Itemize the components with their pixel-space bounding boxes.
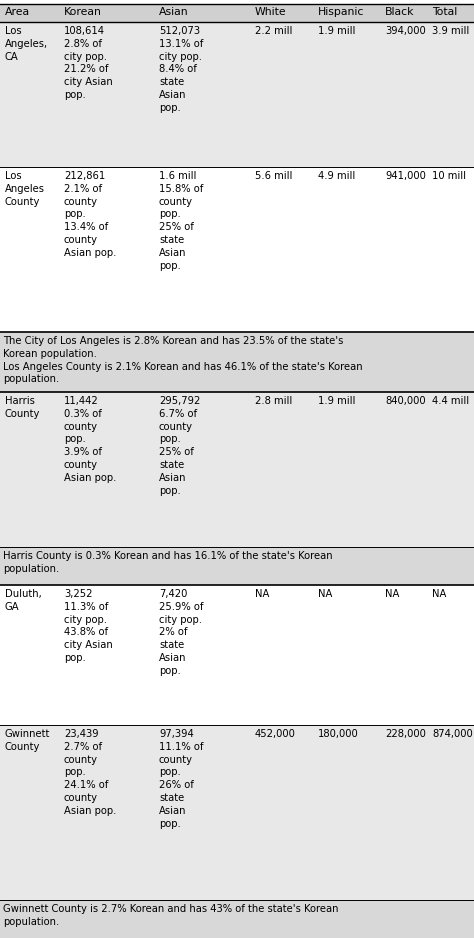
Text: 4.4 mill: 4.4 mill — [432, 396, 469, 406]
Text: Los
Angeles
County: Los Angeles County — [5, 171, 45, 207]
Bar — [0, 4, 474, 22]
Bar — [0, 392, 474, 547]
Text: Harris County is 0.3% Korean and has 16.1% of the state's Korean
population.: Harris County is 0.3% Korean and has 16.… — [3, 551, 333, 574]
Text: 228,000: 228,000 — [385, 729, 426, 739]
Text: 10 mill: 10 mill — [432, 171, 466, 181]
Bar — [0, 22, 474, 167]
Bar — [0, 725, 474, 900]
Text: 452,000: 452,000 — [255, 729, 296, 739]
Text: 1.9 mill: 1.9 mill — [318, 396, 356, 406]
Text: 3,252
11.3% of
city pop.
43.8% of
city Asian
pop.: 3,252 11.3% of city pop. 43.8% of city A… — [64, 589, 113, 663]
Text: 180,000: 180,000 — [318, 729, 359, 739]
Text: NA: NA — [255, 589, 269, 599]
Text: 394,000: 394,000 — [385, 26, 426, 36]
Text: 295,792
6.7% of
county
pop.
25% of
state
Asian
pop.: 295,792 6.7% of county pop. 25% of state… — [159, 396, 201, 496]
Text: 840,000: 840,000 — [385, 396, 426, 406]
Bar — [0, 585, 474, 725]
Text: 512,073
13.1% of
city pop.
8.4% of
state
Asian
pop.: 512,073 13.1% of city pop. 8.4% of state… — [159, 26, 203, 113]
Text: Duluth,
GA: Duluth, GA — [5, 589, 42, 612]
Text: 5.6 mill: 5.6 mill — [255, 171, 292, 181]
Text: Harris
County: Harris County — [5, 396, 40, 419]
Text: Black: Black — [385, 7, 414, 17]
Bar — [0, 167, 474, 332]
Text: White: White — [255, 7, 287, 17]
Text: Asian: Asian — [159, 7, 189, 17]
Bar — [0, 332, 474, 392]
Bar — [0, 547, 474, 585]
Text: Gwinnett
County: Gwinnett County — [5, 729, 50, 752]
Text: 7,420
25.9% of
city pop.
2% of
state
Asian
pop.: 7,420 25.9% of city pop. 2% of state Asi… — [159, 589, 203, 676]
Text: 1.9 mill: 1.9 mill — [318, 26, 356, 36]
Text: 941,000: 941,000 — [385, 171, 426, 181]
Text: Total: Total — [432, 7, 457, 17]
Text: Area: Area — [5, 7, 30, 17]
Text: 2.2 mill: 2.2 mill — [255, 26, 292, 36]
Text: 97,394
11.1% of
county
pop.
26% of
state
Asian
pop.: 97,394 11.1% of county pop. 26% of state… — [159, 729, 203, 828]
Text: 2.8 mill: 2.8 mill — [255, 396, 292, 406]
Bar — [0, 900, 474, 938]
Text: NA: NA — [318, 589, 332, 599]
Text: 11,442
0.3% of
county
pop.
3.9% of
county
Asian pop.: 11,442 0.3% of county pop. 3.9% of count… — [64, 396, 117, 483]
Text: 4.9 mill: 4.9 mill — [318, 171, 355, 181]
Text: 212,861
2.1% of
county
pop.
13.4% of
county
Asian pop.: 212,861 2.1% of county pop. 13.4% of cou… — [64, 171, 117, 258]
Text: NA: NA — [385, 589, 400, 599]
Text: Gwinnett County is 2.7% Korean and has 43% of the state's Korean
population.: Gwinnett County is 2.7% Korean and has 4… — [3, 904, 338, 927]
Text: 108,614
2.8% of
city pop.
21.2% of
city Asian
pop.: 108,614 2.8% of city pop. 21.2% of city … — [64, 26, 113, 100]
Text: 23,439
2.7% of
county
pop.
24.1% of
county
Asian pop.: 23,439 2.7% of county pop. 24.1% of coun… — [64, 729, 117, 816]
Text: The City of Los Angeles is 2.8% Korean and has 23.5% of the state's
Korean popul: The City of Los Angeles is 2.8% Korean a… — [3, 336, 363, 384]
Text: 1.6 mill
15.8% of
county
pop.
25% of
state
Asian
pop.: 1.6 mill 15.8% of county pop. 25% of sta… — [159, 171, 203, 270]
Text: Hispanic: Hispanic — [318, 7, 365, 17]
Text: Los
Angeles,
CA: Los Angeles, CA — [5, 26, 48, 62]
Text: NA: NA — [432, 589, 447, 599]
Text: 874,000: 874,000 — [432, 729, 473, 739]
Text: 3.9 mill: 3.9 mill — [432, 26, 469, 36]
Text: Korean: Korean — [64, 7, 102, 17]
